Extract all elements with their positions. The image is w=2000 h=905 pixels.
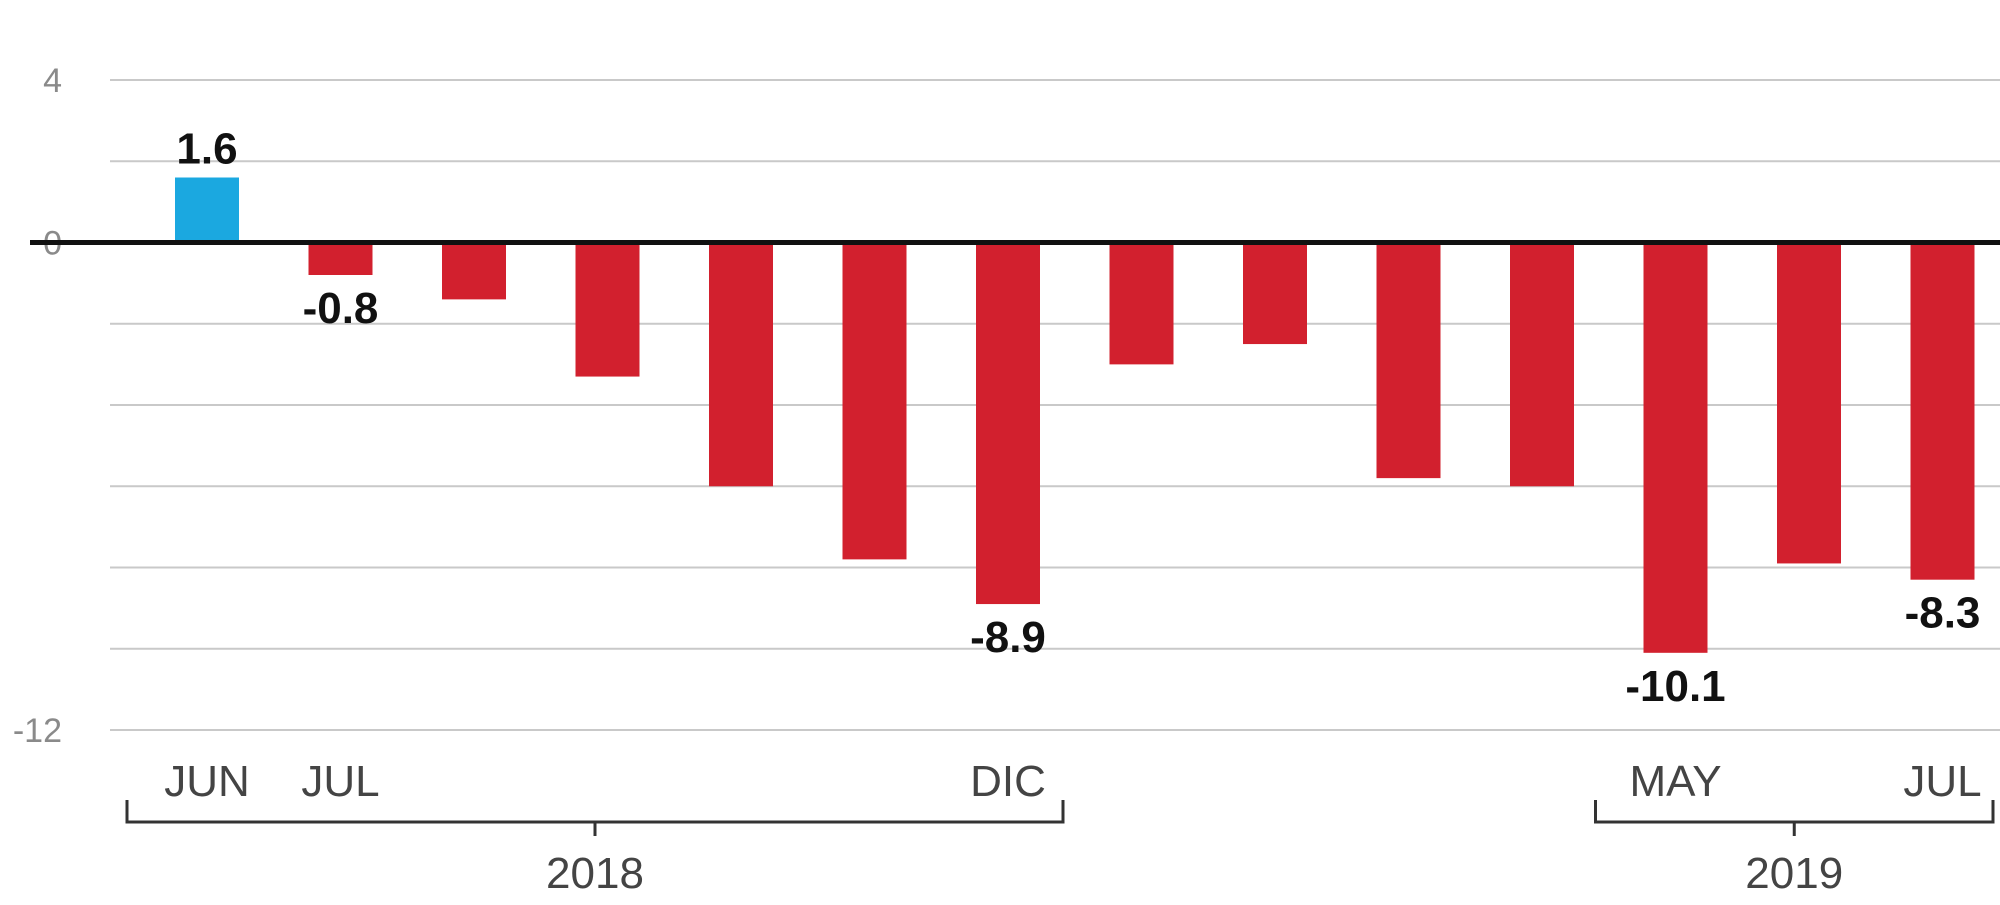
bar [976, 242, 1040, 605]
bar [1643, 242, 1708, 653]
bar [709, 242, 773, 487]
data-label: -8.3 [1905, 589, 1981, 638]
gridlines [110, 79, 2000, 731]
y-tick-label: -12 [13, 712, 62, 750]
bars [175, 177, 1975, 653]
bar [1910, 242, 1975, 580]
bar [1510, 242, 1574, 487]
month-label: JUL [1903, 757, 1981, 806]
year-label: 2018 [546, 849, 644, 898]
data-label: -8.9 [970, 613, 1046, 662]
y-tick-label: 4 [43, 62, 62, 100]
y-axis-ticks: 40-12 [13, 62, 62, 750]
year-label: 2019 [1745, 849, 1843, 898]
month-label: MAY [1629, 757, 1721, 806]
data-labels: 1.6 -0.8 -8.9 -10.1 -8.3 [176, 125, 1980, 711]
year-bracket [125, 800, 1065, 824]
month-label: DIC [970, 757, 1046, 806]
bar [1109, 242, 1174, 365]
bar [1376, 242, 1441, 479]
bar [842, 242, 907, 560]
bar [1243, 242, 1307, 345]
bar [1777, 242, 1841, 564]
data-label: -0.8 [303, 284, 379, 333]
month-label: JUN [164, 757, 250, 806]
data-label: 1.6 [176, 125, 237, 174]
bar [175, 177, 239, 243]
data-label: -10.1 [1625, 662, 1725, 711]
x-axis: JUN JUL DIC MAY JUL 2018 2019 [125, 757, 1995, 898]
month-label: JUL [301, 757, 379, 806]
bar [442, 242, 506, 300]
bar [575, 242, 640, 377]
bar [308, 242, 373, 275]
